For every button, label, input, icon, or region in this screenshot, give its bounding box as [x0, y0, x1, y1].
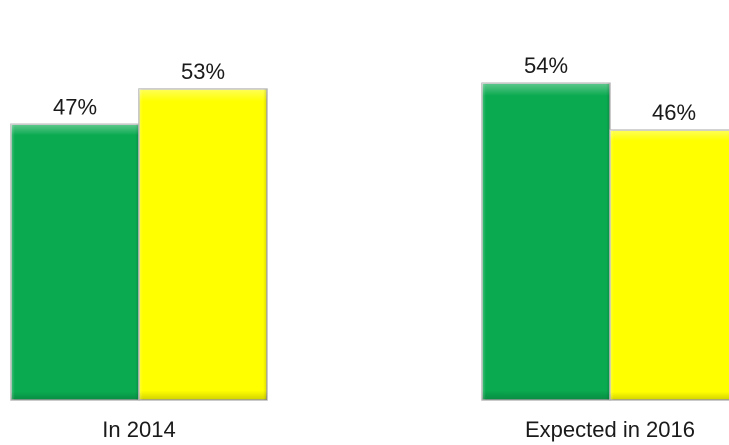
bar-bevel [11, 124, 139, 401]
category-label: In 2014 [102, 417, 175, 442]
data-label: 54% [524, 53, 568, 78]
bar-bevel [610, 130, 729, 400]
data-label: 47% [53, 94, 97, 119]
bar-bevel [482, 83, 610, 400]
data-label: 53% [181, 59, 225, 84]
bar-bevel [139, 89, 267, 401]
category-label: Expected in 2016 [525, 417, 695, 442]
data-label: 46% [652, 100, 696, 125]
